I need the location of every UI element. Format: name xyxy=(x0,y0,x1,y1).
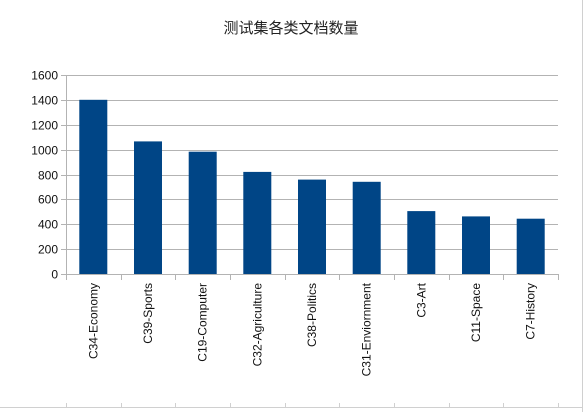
x-tick-label: C31-Enviornment xyxy=(360,282,374,376)
x-tick-labels: C34-Economy C39-Sports C19-Computer C32-Agr… xyxy=(86,282,537,376)
y-tick-label: 200 xyxy=(38,243,58,257)
bar-c31-enviornment xyxy=(352,181,381,274)
y-tick-label: 400 xyxy=(38,218,58,232)
y-tick-labels: 0 200 400 600 800 1000 1200 1400 1600 xyxy=(31,69,58,282)
y-tick-label: 1600 xyxy=(31,69,58,83)
y-tick-label: 0 xyxy=(51,268,58,282)
x-tick-label: C3-Art xyxy=(414,282,428,317)
x-tick-label: C11-Space xyxy=(469,283,483,342)
y-tick-label: 1200 xyxy=(31,119,58,133)
bar-c7-history xyxy=(516,218,545,274)
y-tick-label: 1000 xyxy=(31,144,58,158)
bar-c39-sports xyxy=(134,141,162,274)
bar-c34-economy xyxy=(79,99,108,274)
x-tick-label: C38-Politics xyxy=(305,283,319,347)
y-tick-label: 1400 xyxy=(31,94,58,108)
x-tick-label: C34-Economy xyxy=(86,283,100,359)
bar-c3-art xyxy=(407,211,436,274)
x-tick-label: C19-Computer xyxy=(196,283,210,362)
bar-c32-agriculture xyxy=(243,171,272,274)
chart-title: 测试集各类文档数量 xyxy=(223,19,358,37)
bar-c19-computer xyxy=(188,151,217,274)
x-tick-label: C32-Agriculture xyxy=(250,283,264,367)
y-tick-label: 600 xyxy=(38,193,58,207)
bar-c38-politics xyxy=(298,179,326,274)
axes xyxy=(61,75,559,280)
y-tick-label: 800 xyxy=(38,169,58,183)
bars xyxy=(79,99,545,274)
x-tick-label: C7-History xyxy=(524,283,538,340)
bar-c11-space xyxy=(462,216,490,274)
x-tick-label: C39-Sports xyxy=(141,283,155,344)
